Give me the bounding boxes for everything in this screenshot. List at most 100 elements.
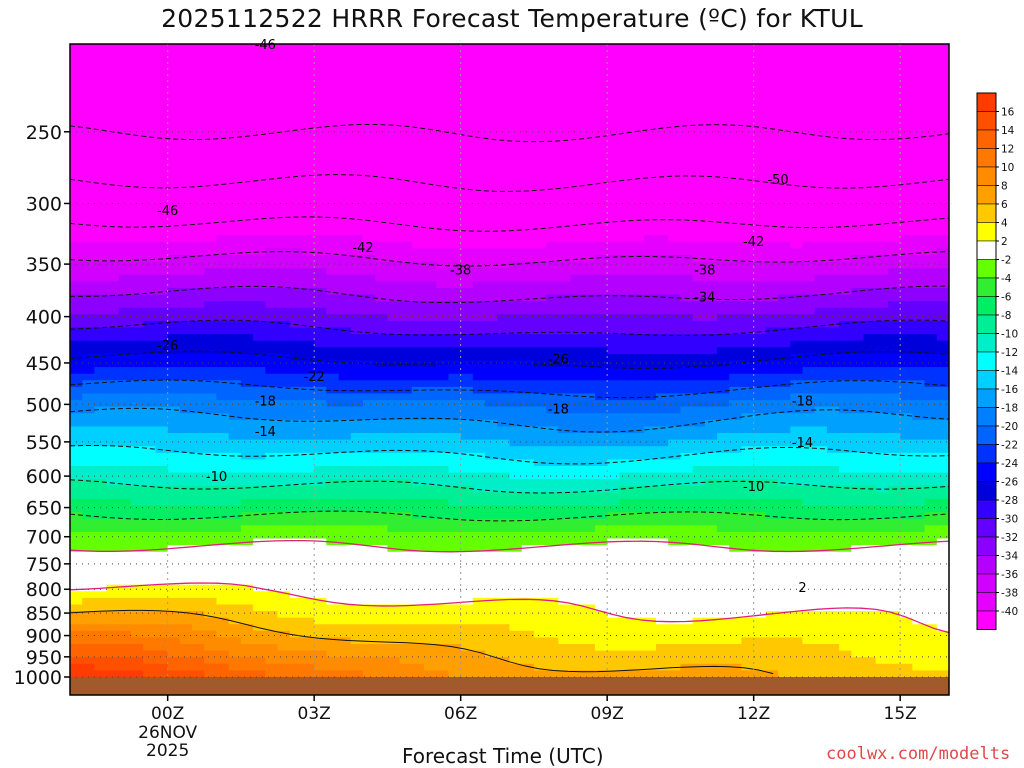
temp-cell [70, 70, 83, 78]
temp-cell [436, 551, 450, 559]
temp-cell [619, 189, 633, 197]
temp-cell [289, 400, 303, 408]
temp-cell [204, 657, 218, 665]
temp-cell [216, 235, 230, 243]
temp-cell [546, 156, 559, 164]
temp-cell [375, 505, 389, 513]
temp-cell [521, 578, 535, 586]
temp-cell [277, 505, 291, 513]
temp-cell [204, 571, 218, 579]
temp-cell [521, 367, 535, 375]
temp-cell [131, 340, 144, 348]
temp-cell [533, 70, 547, 78]
temp-cell [277, 584, 291, 592]
temp-cell [204, 222, 218, 230]
temp-cell [619, 459, 633, 467]
temp-cell [350, 261, 364, 269]
temp-cell [228, 50, 242, 58]
temp-cell [375, 215, 389, 223]
temp-cell [668, 518, 682, 526]
temp-cell [204, 287, 218, 296]
temp-cell [387, 637, 401, 645]
temp-cell [155, 268, 169, 276]
temp-cell [680, 551, 694, 559]
temp-cell [570, 195, 584, 203]
temp-cell [228, 307, 242, 315]
temp-cell [582, 578, 596, 586]
temp-cell [240, 518, 254, 526]
temp-cell [460, 222, 474, 230]
temp-cell [631, 142, 645, 151]
temp-cell [387, 406, 401, 414]
temp-cell [118, 189, 132, 197]
temp-cell [228, 433, 242, 441]
temp-cell [70, 57, 83, 65]
temp-cell [240, 83, 254, 91]
temp-cell [106, 287, 120, 296]
temp-cell [546, 301, 559, 309]
temp-cell [485, 611, 498, 619]
temp-cell [619, 433, 633, 441]
temp-cell [521, 558, 535, 566]
temp-cell [436, 558, 450, 566]
temp-cell [643, 531, 657, 540]
temp-cell [668, 466, 682, 474]
temp-cell [643, 644, 657, 652]
temp-cell [253, 301, 266, 309]
temp-cell [167, 551, 181, 559]
temp-cell [582, 63, 596, 71]
temp-cell [411, 597, 425, 606]
temp-cell [301, 44, 315, 52]
temp-cell [533, 564, 547, 573]
temp-cell [643, 222, 657, 230]
temp-cell [570, 63, 584, 71]
temp-cell [546, 195, 559, 203]
temp-cell [131, 492, 144, 500]
temp-cell [485, 248, 498, 256]
temp-cell [106, 241, 120, 249]
temp-cell [546, 604, 559, 612]
temp-cell [399, 50, 413, 58]
temp-cell [289, 439, 303, 447]
temp-cell [582, 44, 596, 52]
temp-cell [485, 545, 498, 553]
temp-cell [301, 512, 315, 520]
temp-cell [411, 492, 425, 500]
temp-cell [167, 136, 181, 144]
temp-cell [497, 268, 511, 276]
temp-cell [497, 597, 511, 606]
temp-cell [558, 650, 572, 658]
temp-cell [570, 109, 584, 118]
temp-cell [289, 76, 303, 85]
temp-cell [155, 578, 169, 586]
temp-cell [326, 109, 340, 118]
temp-cell [94, 83, 108, 91]
temp-cell [314, 564, 327, 573]
temp-cell [228, 116, 242, 124]
temp-cell [363, 400, 376, 408]
temp-cell [619, 90, 633, 98]
temp-cell [106, 624, 120, 632]
temp-cell [155, 50, 169, 58]
temp-cell [131, 202, 144, 210]
temp-cell [619, 419, 633, 428]
temp-cell [692, 597, 706, 606]
temp-cell [643, 512, 657, 520]
temp-cell [118, 195, 132, 203]
temp-cell [546, 169, 559, 177]
temp-cell [155, 301, 169, 309]
temp-cell [619, 564, 633, 573]
temp-cell [619, 287, 633, 296]
temp-cell [143, 44, 157, 52]
temp-cell [192, 241, 205, 249]
temp-cell [94, 492, 108, 500]
temp-cell [143, 670, 157, 678]
temp-cell [607, 630, 620, 639]
temp-cell [448, 334, 462, 342]
temp-cell [216, 116, 230, 124]
temp-cell [472, 301, 486, 309]
temp-cell [253, 617, 266, 625]
temp-cell [192, 505, 205, 513]
temp-cell [411, 307, 425, 315]
temp-cell [118, 650, 132, 658]
